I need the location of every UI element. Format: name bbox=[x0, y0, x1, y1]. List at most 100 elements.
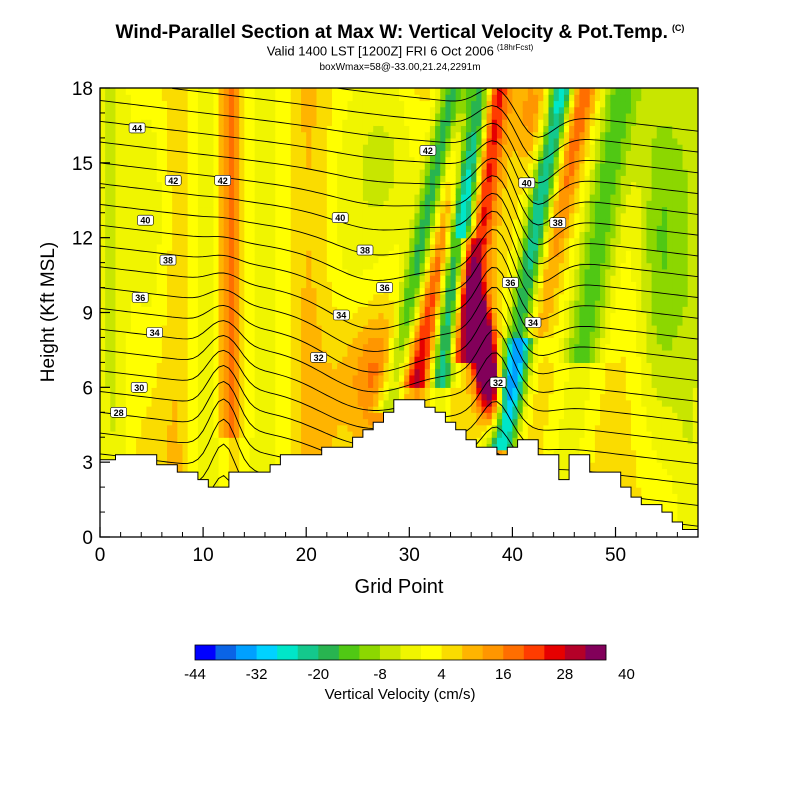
velocity-cell bbox=[373, 281, 379, 289]
velocity-cell bbox=[378, 100, 385, 108]
velocity-cell bbox=[244, 144, 251, 151]
velocity-cell bbox=[414, 218, 421, 226]
velocity-cell bbox=[254, 212, 261, 220]
velocity-cell bbox=[440, 206, 446, 214]
velocity-cell bbox=[295, 393, 302, 401]
velocity-cell bbox=[337, 94, 343, 102]
velocity-cell bbox=[197, 112, 204, 120]
velocity-cell bbox=[378, 343, 385, 351]
velocity-cell bbox=[136, 144, 142, 151]
velocity-cell bbox=[208, 194, 215, 201]
velocity-cell bbox=[110, 256, 117, 264]
velocity-cell bbox=[275, 449, 282, 457]
velocity-cell bbox=[368, 374, 374, 382]
velocity-cell bbox=[445, 106, 452, 114]
velocity-cell bbox=[301, 125, 307, 133]
velocity-cell bbox=[239, 455, 245, 463]
velocity-cell bbox=[306, 343, 312, 351]
velocity-cell bbox=[414, 381, 421, 388]
velocity-cell bbox=[362, 106, 369, 114]
velocity-cell bbox=[331, 144, 338, 151]
velocity-cell bbox=[290, 88, 297, 95]
velocity-cell bbox=[254, 100, 261, 108]
velocity-cell bbox=[177, 362, 184, 370]
velocity-cell bbox=[254, 449, 261, 457]
velocity-cell bbox=[455, 418, 462, 426]
velocity-cell bbox=[414, 331, 421, 339]
velocity-cell bbox=[218, 237, 225, 245]
velocity-cell bbox=[167, 368, 173, 376]
velocity-cell bbox=[414, 187, 421, 195]
velocity-cell bbox=[213, 412, 220, 420]
velocity-cell bbox=[146, 312, 153, 320]
velocity-cell bbox=[399, 312, 405, 320]
velocity-cell bbox=[373, 218, 379, 226]
velocity-cell bbox=[280, 343, 287, 351]
velocity-cell bbox=[234, 406, 240, 413]
velocity-cell bbox=[352, 268, 359, 276]
velocity-cell bbox=[424, 374, 431, 382]
velocity-cell bbox=[197, 156, 204, 164]
velocity-cell bbox=[264, 331, 271, 339]
velocity-cell bbox=[115, 399, 122, 407]
velocity-cell bbox=[301, 362, 307, 370]
velocity-cell bbox=[450, 312, 457, 320]
velocity-cell bbox=[280, 243, 287, 251]
velocity-cell bbox=[208, 368, 215, 376]
velocity-cell bbox=[105, 331, 111, 339]
velocity-cell bbox=[187, 324, 194, 332]
velocity-cell bbox=[110, 393, 117, 401]
velocity-cell bbox=[110, 194, 117, 201]
velocity-cell bbox=[435, 275, 441, 282]
velocity-cell bbox=[249, 243, 256, 251]
velocity-cell bbox=[234, 144, 240, 151]
velocity-cell bbox=[151, 300, 158, 307]
velocity-cell bbox=[228, 381, 235, 388]
velocity-cell bbox=[197, 387, 204, 395]
velocity-cell bbox=[264, 119, 271, 127]
velocity-cell bbox=[234, 287, 240, 295]
velocity-cell bbox=[213, 206, 220, 214]
velocity-cell bbox=[378, 349, 385, 357]
velocity-cell bbox=[399, 287, 405, 295]
velocity-cell bbox=[429, 206, 436, 214]
velocity-cell bbox=[424, 331, 431, 339]
velocity-cell bbox=[331, 399, 338, 407]
velocity-cell bbox=[331, 250, 338, 257]
velocity-cell bbox=[316, 443, 323, 451]
velocity-cell bbox=[440, 187, 446, 195]
velocity-cell bbox=[249, 337, 256, 345]
velocity-cell bbox=[264, 418, 271, 426]
velocity-cell bbox=[105, 449, 111, 457]
velocity-cell bbox=[362, 268, 369, 276]
velocity-cell bbox=[306, 200, 312, 208]
velocity-cell bbox=[357, 281, 364, 289]
velocity-cell bbox=[156, 343, 163, 351]
velocity-cell bbox=[285, 218, 292, 226]
velocity-cell bbox=[383, 349, 390, 357]
velocity-cell bbox=[223, 430, 230, 438]
velocity-cell bbox=[208, 281, 215, 289]
velocity-cell bbox=[445, 387, 452, 395]
velocity-cell bbox=[275, 237, 282, 245]
velocity-cell bbox=[110, 356, 117, 363]
velocity-cell bbox=[347, 318, 354, 326]
velocity-cell bbox=[213, 468, 220, 476]
velocity-cell bbox=[352, 412, 359, 420]
velocity-cell bbox=[450, 324, 457, 332]
velocity-cell bbox=[424, 381, 431, 388]
velocity-cell bbox=[445, 337, 452, 345]
velocity-cell bbox=[285, 206, 292, 214]
velocity-cell bbox=[125, 150, 132, 158]
velocity-cell bbox=[203, 293, 209, 301]
velocity-cell bbox=[187, 393, 194, 401]
velocity-cell bbox=[182, 106, 189, 114]
velocity-cell bbox=[182, 281, 189, 289]
velocity-cell bbox=[316, 381, 323, 388]
velocity-cell bbox=[409, 237, 416, 245]
velocity-cell bbox=[311, 100, 318, 108]
velocity-cell bbox=[424, 281, 431, 289]
velocity-cell bbox=[270, 293, 276, 301]
velocity-cell bbox=[280, 424, 287, 432]
velocity-cell bbox=[213, 150, 220, 158]
